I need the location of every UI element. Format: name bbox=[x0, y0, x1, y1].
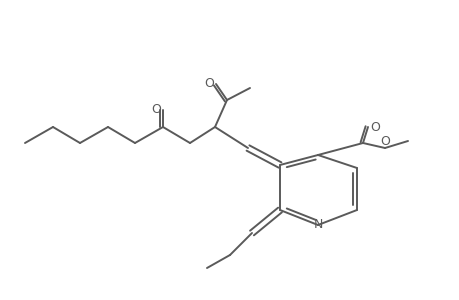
Text: O: O bbox=[204, 76, 213, 89]
Text: O: O bbox=[369, 121, 379, 134]
Text: O: O bbox=[379, 134, 389, 148]
Text: N: N bbox=[313, 218, 322, 232]
Text: O: O bbox=[151, 103, 161, 116]
